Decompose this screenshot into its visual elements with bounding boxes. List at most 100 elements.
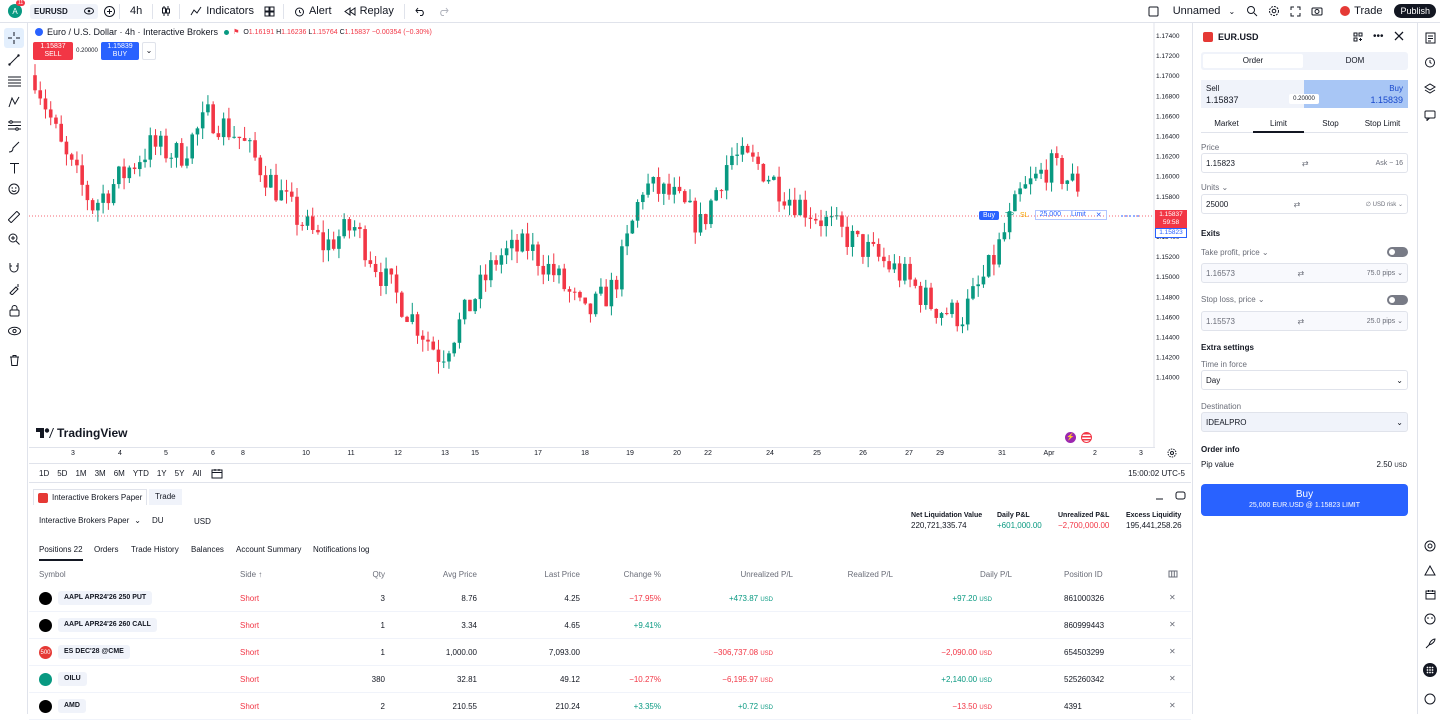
layouts-grid-icon[interactable] xyxy=(260,6,279,17)
tab-dom[interactable]: DOM xyxy=(1305,54,1405,68)
date-range-icon[interactable] xyxy=(211,468,223,479)
destination-select[interactable]: IDEALPRO ⌄ xyxy=(1201,412,1408,432)
swap-icon[interactable]: ⇄ xyxy=(1301,158,1309,168)
table-row[interactable]: AAPL APR24'26 260 CALL Short 1 3.34 4.65 +9.4… xyxy=(29,612,1191,639)
broker-tab[interactable]: Interactive Brokers Paper xyxy=(33,489,148,505)
lock-drawing-icon[interactable] xyxy=(4,279,24,299)
close-icon[interactable]: ✕ xyxy=(1095,212,1102,219)
zoom-in-icon[interactable] xyxy=(4,229,24,249)
order-type-market[interactable]: Market xyxy=(1214,119,1239,128)
take-profit-tag[interactable]: TP xyxy=(1005,211,1015,219)
settings-gear-icon[interactable] xyxy=(1263,5,1285,17)
col-pid[interactable]: Position ID xyxy=(1064,570,1103,579)
lock-icon[interactable] xyxy=(4,301,24,321)
help-icon[interactable] xyxy=(1420,689,1440,709)
symbol-pill[interactable]: AMD xyxy=(58,699,86,713)
replay-button[interactable]: Replay xyxy=(338,0,400,23)
maximize-icon[interactable] xyxy=(1175,491,1186,500)
col-rpl[interactable]: Realized P/L xyxy=(847,570,893,579)
calendar-icon[interactable] xyxy=(1420,584,1440,604)
add-symbol-icon[interactable] xyxy=(104,5,115,17)
minimize-icon[interactable] xyxy=(1155,493,1164,502)
ruler-icon[interactable] xyxy=(4,207,24,227)
redo-icon[interactable] xyxy=(432,7,455,16)
tab-notifications-log[interactable]: Notifications log xyxy=(313,545,370,554)
order-settings-icon[interactable] xyxy=(1353,32,1363,42)
visibility-eye-icon[interactable] xyxy=(4,321,24,341)
close-position-icon[interactable]: ✕ xyxy=(1169,701,1176,710)
close-position-icon[interactable]: ✕ xyxy=(1169,620,1176,629)
candles-icon[interactable] xyxy=(157,5,175,17)
watchlist-icon[interactable] xyxy=(1420,28,1440,48)
rocket-icon[interactable] xyxy=(1420,634,1440,654)
order-type-stop[interactable]: Stop xyxy=(1322,119,1339,128)
symbol-pill[interactable]: OILU xyxy=(58,672,87,686)
interval-button[interactable]: 4h xyxy=(124,0,148,23)
order-line-label[interactable]: Buy TP SL 25,000 Limit ✕ xyxy=(979,210,1107,220)
time-in-force-select[interactable]: Day ⌄ xyxy=(1201,370,1408,390)
col-dpl[interactable]: Daily P/L xyxy=(979,570,1012,579)
col-qty[interactable]: Qty xyxy=(372,570,385,579)
layers-icon[interactable] xyxy=(1420,78,1440,98)
tab-account-summary[interactable]: Account Summary xyxy=(236,545,302,554)
col-change[interactable]: Change % xyxy=(623,570,661,579)
tab-order[interactable]: Order xyxy=(1203,54,1303,68)
units-input[interactable]: 25000 ⇄ ∅ USD risk ⌄ xyxy=(1201,194,1408,214)
layout-checkbox-icon[interactable] xyxy=(1148,6,1159,17)
range-1d[interactable]: 1D xyxy=(39,468,50,478)
prediction-icon[interactable] xyxy=(4,115,24,135)
take-profit-label[interactable]: Take profit, price ⌄ xyxy=(1201,248,1269,257)
crosshair-icon[interactable] xyxy=(4,28,24,48)
pattern-icon[interactable] xyxy=(4,92,24,112)
stop-loss-label[interactable]: Stop loss, price ⌄ xyxy=(1201,295,1265,304)
candlestick-chart[interactable]: 1.17400 1.17200 1.17000 1.16800 1.16600 1.164… xyxy=(29,23,1191,463)
order-qty-box[interactable]: 25,000 Limit ✕ xyxy=(1034,210,1107,220)
warning-triangle-icon[interactable] xyxy=(1420,560,1440,580)
sl-pips-dropdown[interactable]: 25.0 pips ⌄ xyxy=(1366,318,1403,325)
magnet-icon[interactable] xyxy=(4,258,24,278)
buy-side-button[interactable]: Buy 1.15839 xyxy=(1304,80,1408,108)
chat-icon[interactable] xyxy=(1420,105,1440,125)
tp-pips-dropdown[interactable]: 75.0 pips ⌄ xyxy=(1366,270,1403,277)
stop-loss-toggle[interactable] xyxy=(1387,295,1408,305)
range-5d[interactable]: 5D xyxy=(57,468,68,478)
tab-trade-history[interactable]: Trade History xyxy=(131,545,179,554)
sell-button[interactable]: 1.15837 SELL xyxy=(33,42,73,60)
indicators-button[interactable]: Indicators xyxy=(184,0,260,23)
price-chart[interactable]: 1.17400 1.17200 1.17000 1.16800 1.16600 1.164… xyxy=(29,23,1191,463)
col-side[interactable]: Side ↑ xyxy=(240,570,263,579)
range-3m[interactable]: 3M xyxy=(94,468,106,478)
more-icon[interactable]: ••• xyxy=(1373,31,1384,42)
symbol-pill[interactable]: ES DEC'28 @CME xyxy=(58,645,130,659)
range-all[interactable]: All xyxy=(192,468,202,478)
table-row[interactable]: AAPL APR24'26 250 PUT Short 3 8.76 4.25 −17.9… xyxy=(29,585,1191,612)
time-axis[interactable]: 3 4 5 6 8 10 11 12 13 15 17 18 19 20 22 24 25 26 27 29 31 Apr… xyxy=(29,447,1155,461)
trend-line-icon[interactable] xyxy=(4,50,24,70)
emoji-icon[interactable] xyxy=(4,179,24,199)
trade-button[interactable]: Trade xyxy=(1334,0,1388,23)
order-symbol[interactable]: EUR.USD xyxy=(1203,32,1259,42)
buy-button[interactable]: 1.15839 BUY xyxy=(101,42,139,60)
price-input[interactable]: 1.15823 ⇄ Ask − 16 xyxy=(1201,153,1408,173)
stop-loss-input[interactable]: 1.15573 ⇄ 25.0 pips ⌄ xyxy=(1201,311,1408,331)
tab-balances[interactable]: Balances xyxy=(191,545,224,554)
symbol-search[interactable]: EURUSD xyxy=(30,3,98,19)
account-selector[interactable]: Interactive Brokers Paper ⌄ DU xyxy=(39,516,164,525)
range-1y[interactable]: 1Y xyxy=(156,468,167,478)
tab-orders[interactable]: Orders xyxy=(94,545,119,554)
submit-buy-button[interactable]: Buy 25,000 EUR.USD @ 1.15823 LIMIT xyxy=(1201,484,1408,516)
publish-button[interactable]: Publish xyxy=(1394,4,1436,18)
order-side-badge[interactable]: Buy xyxy=(979,210,1000,220)
take-profit-input[interactable]: 1.16573 ⇄ 75.0 pips ⌄ xyxy=(1201,263,1408,283)
trash-icon[interactable] xyxy=(4,350,24,370)
tab-positions-22[interactable]: Positions 22 xyxy=(39,545,83,561)
symbol-pill[interactable]: AAPL APR24'26 250 PUT xyxy=(58,591,153,605)
close-position-icon[interactable]: ✕ xyxy=(1169,674,1176,683)
text-icon[interactable] xyxy=(4,158,24,178)
table-row[interactable]: AMD Short 2 210.55 210.24 +3.35% +0.72 USD −13.… xyxy=(29,693,1191,720)
range-5y[interactable]: 5Y xyxy=(174,468,185,478)
undo-icon[interactable] xyxy=(409,7,432,16)
col-symbol[interactable]: Symbol xyxy=(39,570,66,579)
camera-icon[interactable] xyxy=(1306,6,1328,16)
swap-icon[interactable]: ⇄ xyxy=(1297,316,1305,326)
